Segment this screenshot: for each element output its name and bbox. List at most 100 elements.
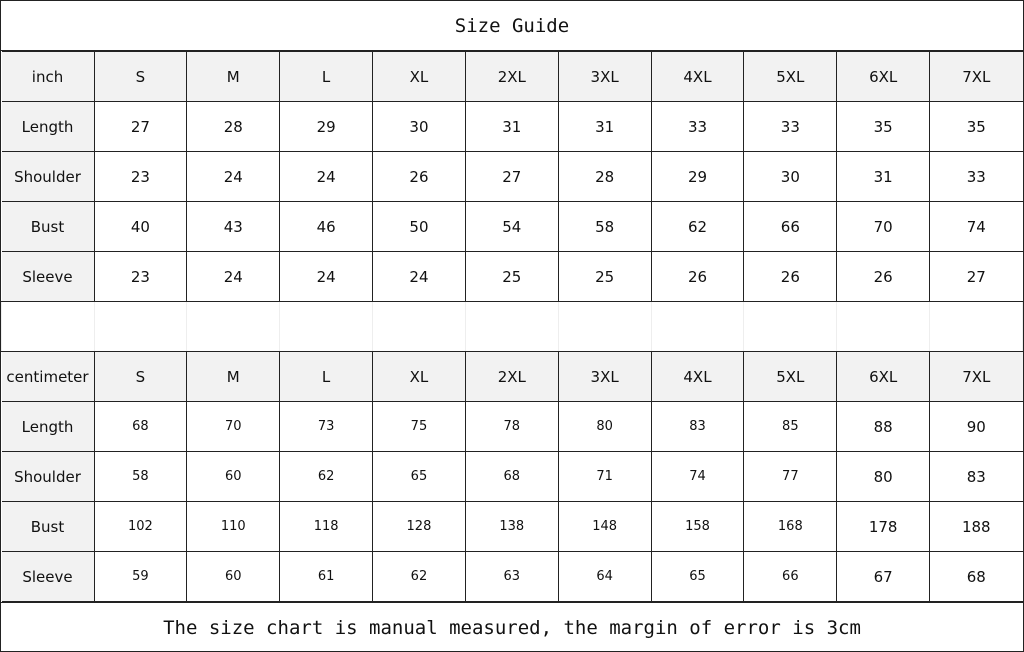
measurement-cell: 62 [279,451,374,502]
measurement-cell: 31 [464,101,559,152]
measurement-cell: 28 [186,101,281,152]
measurement-cell: 83 [650,401,745,452]
measurement-cell: 80 [557,401,652,452]
measurement-cell: 67 [836,551,931,602]
measurement-cell: 70 [836,201,931,252]
size-header: 4XL [650,351,745,402]
measurement-cell: 27 [929,251,1023,302]
measurement-cell: 102 [93,501,188,552]
size-header: 3XL [557,51,652,102]
row-label: Shoulder [1,451,95,502]
row-label: Length [1,101,95,152]
size-header: 2XL [464,351,559,402]
measurement-cell: 71 [557,451,652,502]
measurement-cell: 74 [650,451,745,502]
measurement-cell: 88 [836,401,931,452]
measurement-cell: 26 [372,151,466,202]
measurement-cell: 85 [743,401,838,452]
measurement-cell: 68 [93,401,188,452]
unit-label: centimeter [1,351,95,402]
measurement-cell: 70 [186,401,281,452]
header-row: inch S M L XL 2XL 3XL 4XL 5XL 6XL 7XL [1,51,1023,102]
measurement-cell: 80 [836,451,931,502]
table-row: Shoulder 23 24 24 26 27 28 29 30 31 33 [1,151,1023,202]
row-label: Bust [1,201,95,252]
empty-cell [93,301,188,352]
size-header: S [93,351,188,402]
measurement-cell: 33 [929,151,1023,202]
table-row: Sleeve 23 24 24 24 25 25 26 26 26 27 [1,251,1023,302]
measurement-cell: 50 [372,201,466,252]
measurement-cell: 58 [557,201,652,252]
measurement-cell: 168 [743,501,838,552]
empty-cell [279,301,374,352]
size-header: M [186,51,281,102]
measurement-cell: 31 [557,101,652,152]
table-row: Length 68 70 73 75 78 80 83 85 88 90 [1,401,1023,452]
spacer-row [1,301,1023,352]
measurement-cell: 110 [186,501,281,552]
header-row: centimeter S M L XL 2XL 3XL 4XL 5XL 6XL 7XL [1,351,1023,402]
row-label: Shoulder [1,151,95,202]
measurement-cell: 27 [93,101,188,152]
size-header: 6XL [836,351,931,402]
measurement-cell: 26 [836,251,931,302]
size-header: 4XL [650,51,745,102]
measurement-cell: 68 [464,451,559,502]
measurement-cell: 188 [929,501,1023,552]
size-header: L [279,351,374,402]
measurement-cell: 77 [743,451,838,502]
empty-cell [464,301,559,352]
measurement-cell: 33 [650,101,745,152]
measurement-cell: 63 [464,551,559,602]
unit-label: inch [1,51,95,102]
table-row: Sleeve 59 60 61 62 63 64 65 66 67 68 [1,551,1023,602]
size-header: 7XL [929,351,1023,402]
empty-cell [929,301,1023,352]
measurement-cell: 30 [372,101,466,152]
measurement-cell: 31 [836,151,931,202]
table-row: Bust 102 110 118 128 138 148 158 168 178 188 [1,501,1023,552]
measurement-cell: 118 [279,501,374,552]
measurement-cell: 28 [557,151,652,202]
measurement-cell: 65 [650,551,745,602]
table-row: Bust 40 43 46 50 54 58 62 66 70 74 [1,201,1023,252]
row-label: Bust [1,501,95,552]
measurement-cell: 61 [279,551,374,602]
measurement-cell: 66 [743,551,838,602]
row-label: Length [1,401,95,452]
measurement-cell: 128 [372,501,466,552]
measurement-cell: 24 [186,151,281,202]
measurement-cell: 43 [186,201,281,252]
measurement-cell: 26 [743,251,838,302]
measurement-cell: 33 [743,101,838,152]
measurement-cell: 62 [372,551,466,602]
measurement-cell: 59 [93,551,188,602]
empty-cell [186,301,281,352]
size-header: 7XL [929,51,1023,102]
measurement-cell: 83 [929,451,1023,502]
measurement-cell: 62 [650,201,745,252]
measurement-cell: 78 [464,401,559,452]
table-row: Length 27 28 29 30 31 31 33 33 35 35 [1,101,1023,152]
table-row: Shoulder 58 60 62 65 68 71 74 77 80 83 [1,451,1023,502]
measurement-cell: 24 [279,251,374,302]
measurement-cell: 64 [557,551,652,602]
empty-cell [650,301,745,352]
measurement-cell: 40 [93,201,188,252]
measurement-cell: 29 [650,151,745,202]
size-header: 3XL [557,351,652,402]
measurement-cell: 46 [279,201,374,252]
measurement-cell: 60 [186,551,281,602]
measurement-cell: 75 [372,401,466,452]
measurement-cell: 54 [464,201,559,252]
measurement-cell: 35 [836,101,931,152]
measurement-cell: 65 [372,451,466,502]
page-title: Size Guide [1,1,1023,51]
measurement-cell: 35 [929,101,1023,152]
footer-note: The size chart is manual measured, the m… [1,602,1023,652]
measurement-cell: 30 [743,151,838,202]
size-header: 5XL [743,51,838,102]
measurement-cell: 68 [929,551,1023,602]
empty-cell [836,301,931,352]
